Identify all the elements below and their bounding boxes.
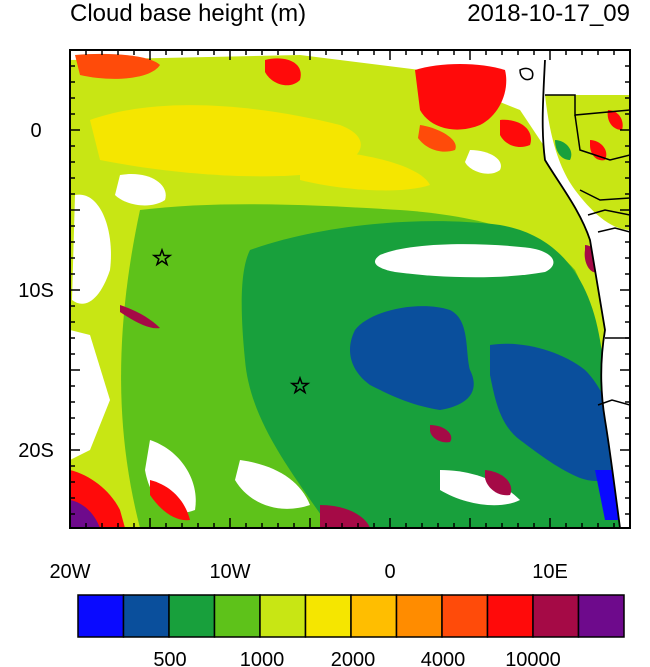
colorbar	[77, 594, 625, 638]
lat-label-20s: 20S	[18, 440, 54, 462]
star-marker-1	[151, 247, 173, 267]
lon-label-0: 0	[384, 561, 395, 583]
colorbar-swatch-8	[441, 594, 489, 638]
colorbar-swatch-0	[77, 594, 125, 638]
colorbar-label-4000: 4000	[421, 649, 466, 667]
colorbar-label-10000: 10000	[505, 649, 561, 667]
colorbar-label-2000: 2000	[331, 649, 376, 667]
lon-label-20w: 20W	[49, 561, 90, 583]
colorbar-swatch-11	[577, 594, 625, 638]
colorbar-labels: 500 1000 2000 4000 10000	[153, 649, 561, 667]
lat-label-10s: 10S	[18, 280, 54, 302]
lon-label-10w: 10W	[209, 561, 250, 583]
colorbar-swatch-6	[350, 594, 398, 638]
map-title: Cloud base height (m)	[70, 0, 307, 27]
colorbar-label-1000: 1000	[240, 649, 285, 667]
map-datetime: 2018-10-17_09	[467, 0, 630, 27]
axis-ticks	[69, 49, 631, 528]
star-marker-2	[289, 375, 311, 395]
colorbar-swatch-2	[168, 594, 216, 638]
lat-label-0: 0	[30, 120, 41, 142]
map-frame	[69, 49, 631, 529]
colorbar-swatch-3	[213, 594, 261, 638]
cloud-field	[70, 53, 630, 528]
colorbar-swatch-5	[304, 594, 352, 638]
colorbar-swatch-4	[259, 594, 307, 638]
colorbar-swatch-10	[532, 594, 580, 638]
colorbar-swatch-7	[395, 594, 443, 638]
colorbar-swatch-1	[122, 594, 170, 638]
lon-label-10e: 10E	[532, 561, 568, 583]
colorbar-swatch-9	[486, 594, 534, 638]
colorbar-label-500: 500	[153, 649, 186, 667]
